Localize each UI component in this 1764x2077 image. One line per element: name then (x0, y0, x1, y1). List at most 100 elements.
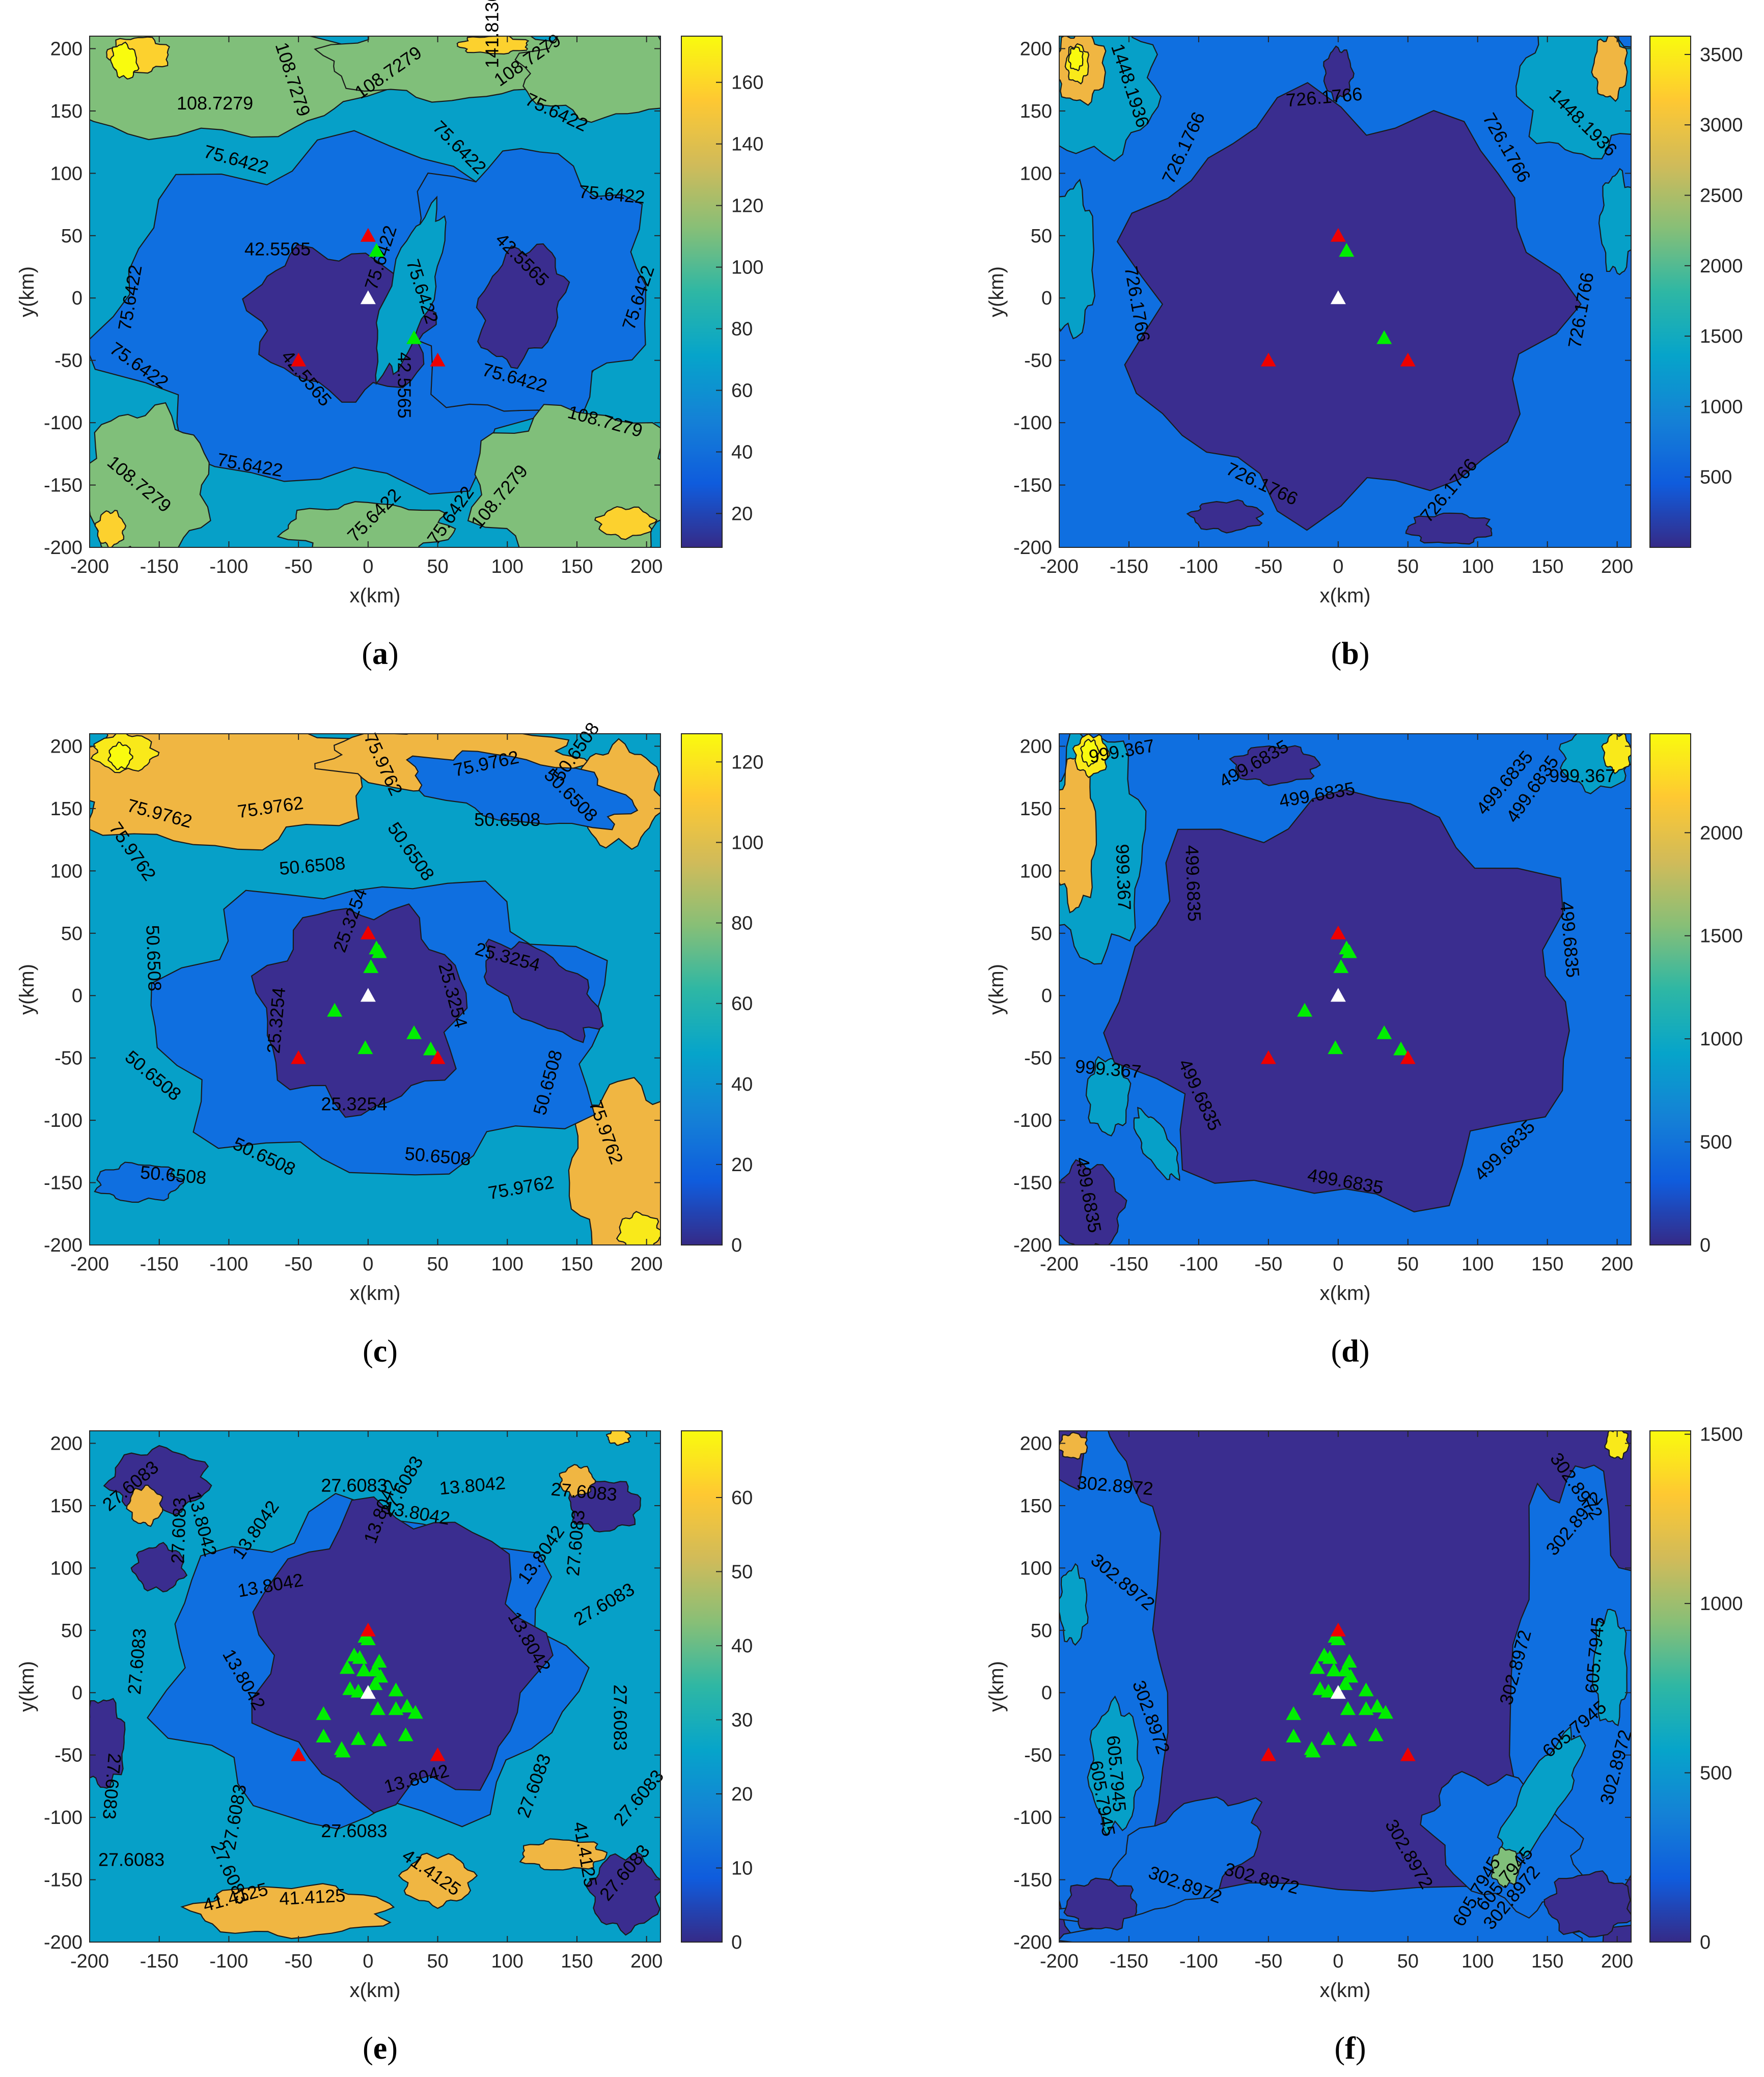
x-axis-label: x(km) (1320, 585, 1371, 607)
panel-label-a: (a) (362, 636, 399, 671)
green-triangle-marker (327, 1003, 343, 1017)
y-tick-label: 150 (50, 798, 82, 820)
colorbar-tick-label: 80 (731, 319, 753, 340)
contour-label: 999.367 (1549, 765, 1615, 786)
green-triangle-marker (1358, 1682, 1374, 1697)
green-triangle-marker (1328, 1040, 1343, 1055)
red-triangle-marker (360, 925, 376, 939)
panel-label-b: (b) (1331, 636, 1370, 671)
y-tick-label: 0 (1041, 985, 1052, 1007)
contour-region (107, 741, 133, 770)
x-tick-label: 0 (1333, 1254, 1343, 1275)
contour-label: 27.6083 (98, 1849, 164, 1870)
contour-region (277, 501, 456, 547)
colorbar-tick-label: 0 (1700, 1235, 1711, 1256)
green-triangle-marker (1322, 1650, 1338, 1664)
colorbar-tick-label: 0 (731, 1235, 742, 1256)
contour-region (1067, 46, 1084, 72)
colorbar-tick-label: 1500 (1700, 326, 1743, 347)
x-tick-label: -50 (285, 556, 313, 577)
colorbar-tick-label: 100 (731, 257, 763, 279)
x-tick-label: -150 (1110, 1951, 1148, 1972)
colorbar-tick-label: 500 (1700, 467, 1732, 488)
colorbar-tick-label: 0 (731, 1932, 742, 1953)
contour-region (90, 1698, 126, 1789)
contour-region (1063, 1877, 1138, 1931)
x-axis-label: x(km) (1320, 1979, 1371, 2002)
panel-label-f: (f) (1334, 2031, 1366, 2066)
x-tick-label: 0 (363, 556, 373, 577)
red-triangle-marker (360, 228, 376, 242)
contour-region (585, 1851, 660, 1936)
y-tick-label: 150 (1020, 1496, 1052, 1517)
contour-label: 27.6083 (610, 1684, 630, 1751)
x-tick-label: 200 (630, 1254, 663, 1275)
y-tick-label: -100 (44, 1807, 82, 1829)
y-tick-label: 50 (1031, 1620, 1052, 1642)
x-tick-label: 200 (1601, 1254, 1633, 1275)
contour-map (90, 734, 660, 1245)
green-triangle-marker (398, 1727, 414, 1741)
y-tick-label: 50 (61, 1620, 82, 1642)
y-tick-label: -150 (1013, 475, 1052, 496)
contour-region (1080, 738, 1100, 767)
contour-region (1592, 1609, 1628, 1727)
green-triangle-marker (407, 1705, 423, 1719)
green-triangle-marker (1369, 1699, 1385, 1713)
contour-region (126, 1484, 163, 1527)
red-triangle-marker (1330, 228, 1346, 242)
colorbar-tick-label: 60 (731, 993, 753, 1015)
green-triangle-marker (350, 1731, 366, 1745)
x-tick-label: 50 (427, 556, 448, 577)
y-tick-label: -50 (54, 350, 82, 372)
contour-region (130, 1542, 188, 1593)
contour-region (109, 41, 140, 80)
green-triangle-marker (370, 1701, 385, 1715)
x-tick-label: -200 (1040, 1254, 1079, 1275)
green-triangle-marker (1286, 1706, 1302, 1720)
y-tick-label: 150 (50, 1496, 82, 1517)
x-tick-label: 100 (1462, 556, 1494, 577)
axes-frame (1059, 36, 1632, 548)
colorbar-tick-label: 1000 (1700, 1029, 1743, 1050)
x-tick-label: 150 (561, 556, 593, 577)
contour-region (1591, 36, 1628, 102)
y-axis-label: y(km) (985, 1661, 1008, 1712)
contour-region (251, 1496, 554, 1814)
panel-label-c: (c) (363, 1334, 398, 1369)
y-tick-label: -150 (1013, 1870, 1052, 1891)
contour-region (90, 734, 374, 851)
x-tick-label: 200 (1601, 1951, 1633, 1972)
colorbar-tick-label: 140 (731, 134, 763, 155)
contour-label: 42.5565 (244, 239, 311, 260)
red-triangle-marker (430, 1050, 446, 1064)
green-triangle-marker (1393, 1041, 1409, 1056)
x-tick-label: 150 (1531, 1254, 1563, 1275)
contour-label: 27.6083 (321, 1820, 387, 1841)
y-axis-label: y(km) (16, 964, 38, 1015)
contour-region (1405, 512, 1493, 545)
green-triangle-marker (399, 1699, 415, 1713)
x-tick-label: 0 (363, 1951, 373, 1972)
green-triangle-marker (356, 1663, 372, 1677)
contour-region (1598, 168, 1631, 275)
x-tick-label: -200 (1040, 1951, 1079, 1972)
colorbar-tick-label: 80 (731, 913, 753, 934)
red-triangle-marker (1400, 1747, 1416, 1761)
green-triangle-marker (1320, 1731, 1336, 1745)
y-tick-label: -200 (1013, 1932, 1052, 1953)
x-tick-label: 150 (1531, 556, 1563, 577)
panel-a: 108.7279 108.7279 108.7279 108.7279141.8136… (16, 0, 763, 607)
green-triangle-marker (352, 1650, 368, 1664)
red-triangle-marker (291, 352, 307, 367)
y-tick-label: -150 (44, 475, 82, 496)
colorbar-tick-label: 3500 (1700, 44, 1743, 66)
y-tick-label: -50 (54, 1745, 82, 1766)
panel-f: 302.8972302.8972302.8972605.7945605.7945… (985, 1424, 1743, 2002)
contour-region (456, 36, 530, 55)
x-axis-label: x(km) (1320, 1282, 1371, 1305)
contour-label: 25.3254 (321, 1093, 387, 1114)
x-tick-label: -50 (285, 1254, 313, 1275)
x-axis-label: x(km) (350, 1979, 401, 2002)
